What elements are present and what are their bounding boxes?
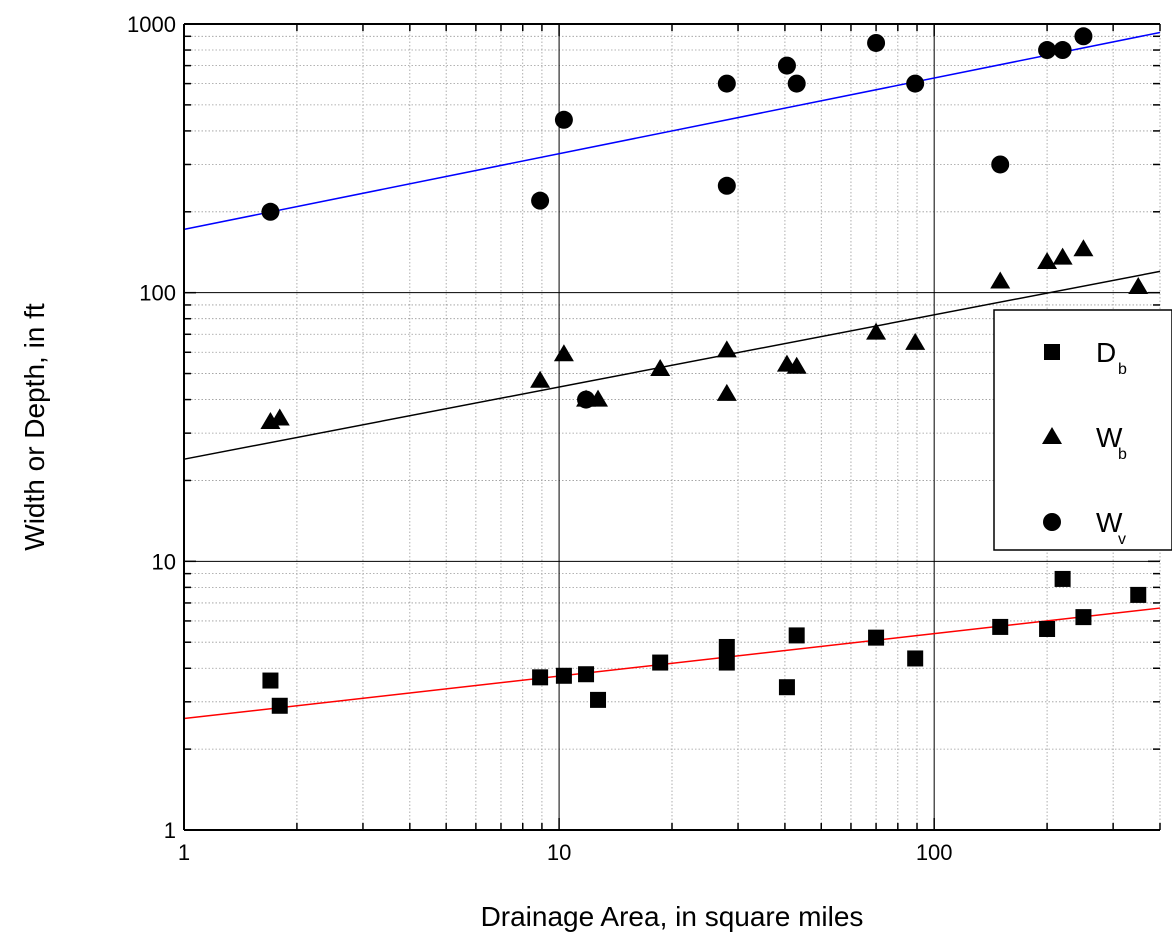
legend-box (993, 309, 1172, 551)
y-tick-label: 1 (164, 818, 176, 843)
marker-w-v (991, 155, 1010, 174)
marker-w-b (716, 383, 737, 401)
marker-w-v (577, 390, 596, 409)
marker-w-v (867, 33, 886, 52)
marker-d-b (578, 666, 595, 683)
legend-label-w-v: W (1096, 507, 1123, 538)
fit-line-w-v (183, 31, 1161, 231)
marker-d-b (590, 691, 607, 708)
legend-label-d-b: D (1096, 337, 1116, 368)
legend-subscript-w-v: v (1118, 531, 1126, 548)
y-axis-title: Width or Depth, in ft (19, 303, 50, 551)
legend-entry-w-b: Wb (1042, 422, 1127, 463)
x-tick-label: 1 (178, 840, 190, 865)
marker-d-b (718, 654, 735, 671)
x-tick-label: 10 (547, 840, 571, 865)
marker-d-b (868, 629, 885, 646)
marker-d-b (555, 667, 572, 684)
legend-marker-d-b (1044, 344, 1060, 360)
marker-d-b (1130, 586, 1147, 603)
marker-d-b (1039, 620, 1056, 637)
marker-w-b (269, 408, 290, 426)
marker-w-b (530, 370, 551, 388)
major-grid (184, 24, 1160, 830)
marker-w-b (553, 344, 574, 362)
y-tick-label: 1000 (127, 12, 176, 37)
marker-d-b (718, 638, 735, 655)
marker-w-b (716, 340, 737, 358)
fit-line-w-b (183, 270, 1161, 460)
marker-w-v (1038, 41, 1057, 60)
marker-w-b (1037, 252, 1058, 270)
marker-w-b (1128, 276, 1149, 294)
marker-d-b (778, 679, 795, 696)
marker-w-v (1074, 27, 1093, 46)
legend-entry-d-b: Db (1044, 337, 1127, 378)
y-tick-label: 100 (139, 281, 176, 306)
x-axis-title: Drainage Area, in square miles (481, 901, 864, 932)
marker-w-v (261, 202, 280, 221)
marker-w-v (717, 74, 736, 93)
marker-w-v (787, 74, 806, 93)
marker-w-v (531, 191, 550, 210)
axes (183, 23, 1161, 831)
legend-subscript-w-b: b (1118, 446, 1127, 463)
marker-w-v (1053, 41, 1072, 60)
marker-d-b (652, 654, 669, 671)
x-tick-label: 100 (916, 840, 953, 865)
marker-w-b (1052, 247, 1073, 265)
tick-labels: 1 10 100 1 10 100 1000 (127, 12, 952, 865)
marker-d-b (907, 650, 924, 667)
y-tick-label: 10 (152, 549, 176, 574)
marker-w-b (786, 356, 807, 374)
marker-d-b (788, 627, 805, 644)
legend-label-w-b: W (1096, 422, 1123, 453)
marker-d-b (271, 697, 288, 714)
legend-marker-w-v (1043, 513, 1061, 531)
marker-w-v (554, 110, 573, 129)
marker-d-b (1054, 570, 1071, 587)
marker-d-b (532, 669, 549, 686)
marker-w-v (777, 56, 796, 75)
marker-w-b (990, 271, 1011, 289)
legend-subscript-d-b: b (1118, 361, 1127, 378)
marker-w-b (866, 322, 887, 340)
marker-w-b (1073, 239, 1094, 257)
marker-d-b (992, 618, 1009, 635)
legend-marker-w-b (1042, 427, 1062, 444)
marker-w-v (906, 74, 925, 93)
legend-entry-w-v: Wv (1043, 507, 1126, 548)
marker-d-b (262, 672, 279, 689)
marker-w-v (717, 176, 736, 195)
marker-d-b (1075, 609, 1092, 626)
data-markers (260, 27, 1149, 714)
marker-w-b (905, 332, 926, 350)
marker-w-b (650, 358, 671, 376)
